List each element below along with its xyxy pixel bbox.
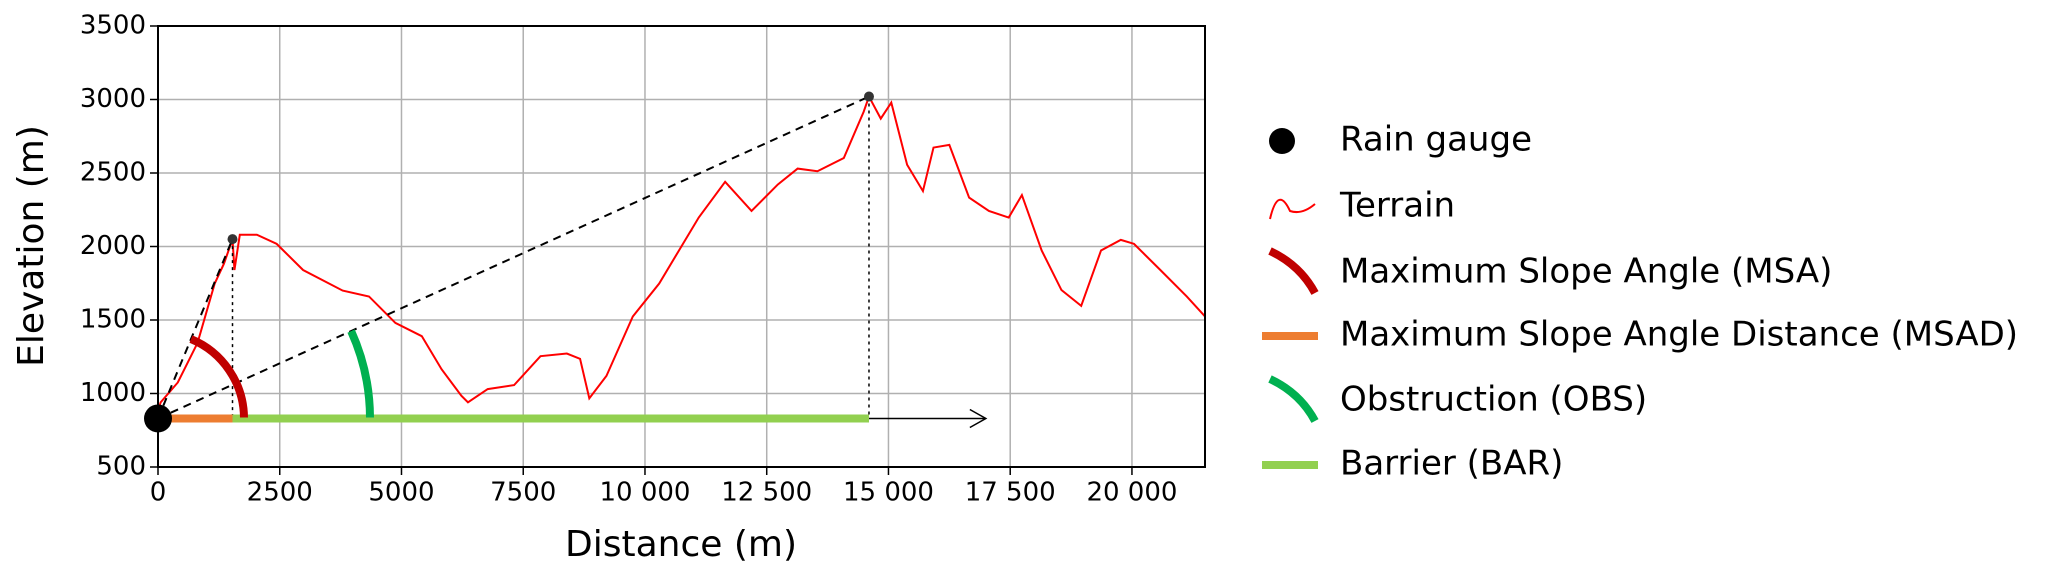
x-tick-label: 0: [150, 478, 167, 508]
x-tick-label: 2500: [247, 478, 313, 508]
x-tick-label: 15 000: [843, 478, 934, 508]
y-tick-label: 2500: [80, 158, 146, 188]
plot-frame: [157, 25, 1206, 468]
legend-label: Rain gauge: [1340, 120, 1532, 160]
legend-line: [1269, 198, 1316, 220]
x-tick-label: 5000: [368, 478, 434, 508]
legend-marker: [1269, 128, 1295, 154]
x-axis-label: Distance (m): [565, 524, 797, 565]
y-tick-label: 1000: [80, 378, 146, 408]
y-axis-label: Elevation (m): [11, 125, 52, 367]
x-tick-label: 20 000: [1086, 478, 1177, 508]
legend-label: Terrain: [1339, 186, 1455, 226]
x-tick-label: 12 500: [721, 478, 812, 508]
obs-point: [863, 91, 874, 102]
legend-arc: [1268, 375, 1319, 423]
y-tick-label: 3000: [80, 84, 146, 114]
x-tick-label: 17 500: [965, 478, 1056, 508]
arrow-head: [969, 408, 988, 429]
y-tick-label: 2000: [80, 231, 146, 261]
x-tick-label: 7500: [490, 478, 556, 508]
msa-point: [227, 234, 238, 245]
msa-sight-line: [157, 238, 234, 419]
legend-label: Maximum Slope Angle Distance (MSAD): [1340, 315, 2018, 355]
legend-label: Barrier (BAR): [1340, 444, 1563, 484]
y-tick-label: 3500: [80, 11, 146, 41]
legend-label: Obstruction (OBS): [1340, 380, 1647, 420]
legend-arc: [1268, 247, 1319, 295]
x-tick-label: 10 000: [599, 478, 690, 508]
legend-label: Maximum Slope Angle (MSA): [1340, 252, 1832, 292]
y-tick-label: 1500: [80, 305, 146, 335]
msa-arc: [189, 335, 248, 418]
obs-arc: [347, 329, 374, 418]
obs-sight-line: [157, 95, 870, 420]
y-tick-label: 500: [96, 452, 146, 482]
terrain-line: [157, 94, 1206, 412]
